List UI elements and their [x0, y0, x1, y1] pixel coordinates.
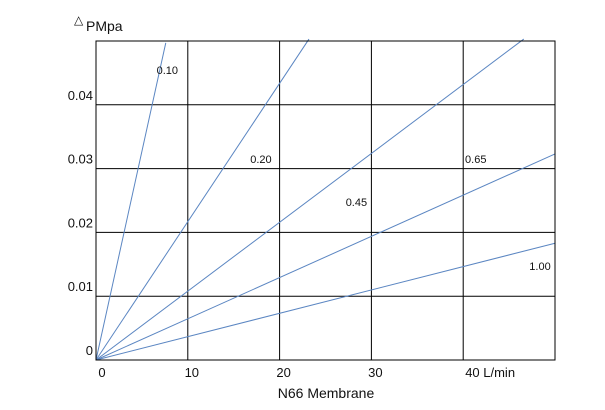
plot-frame [95, 40, 556, 361]
x-axis-title: N66 Membrane [278, 385, 375, 401]
y-axis-delta-symbol: △ [74, 13, 84, 27]
y-tick-labels: 0 0.01 0.02 0.03 0.04 [68, 88, 93, 358]
y-tick-label: 0.04 [68, 88, 93, 103]
plot-border [95, 40, 556, 361]
series-label-0.20: 0.20 [250, 154, 271, 166]
x-tick-label: 30 [368, 365, 382, 380]
series-line-0.10 [95, 42, 167, 361]
series-label-0.65: 0.65 [465, 154, 486, 166]
series-labels: 0.10 0.20 0.45 0.65 1.00 [157, 65, 551, 273]
series-line-1.00 [95, 242, 556, 361]
x-tick-label: 20 [276, 365, 290, 380]
series-line-0.45 [95, 38, 525, 361]
x-tick-labels: 0 10 20 30 40 L/min [98, 365, 515, 380]
series-line-0.20 [95, 38, 310, 361]
y-tick-label: 0.02 [68, 215, 93, 230]
y-tick-label: 0.01 [68, 279, 93, 294]
series-label-0.10: 0.10 [157, 65, 178, 77]
series-line-0.65 [95, 153, 556, 361]
y-tick-label: 0 [86, 343, 93, 358]
series-label-0.45: 0.45 [346, 197, 367, 209]
series-label-1.00: 1.00 [529, 261, 550, 273]
x-tick-label: 40 L/min [465, 365, 515, 380]
x-tick-label: 0 [98, 365, 105, 380]
x-tick-label: 10 [185, 365, 199, 380]
y-tick-label: 0.03 [68, 152, 93, 167]
series-lines [95, 38, 556, 361]
y-axis-title: PMpa [86, 18, 123, 34]
grid [96, 41, 555, 360]
